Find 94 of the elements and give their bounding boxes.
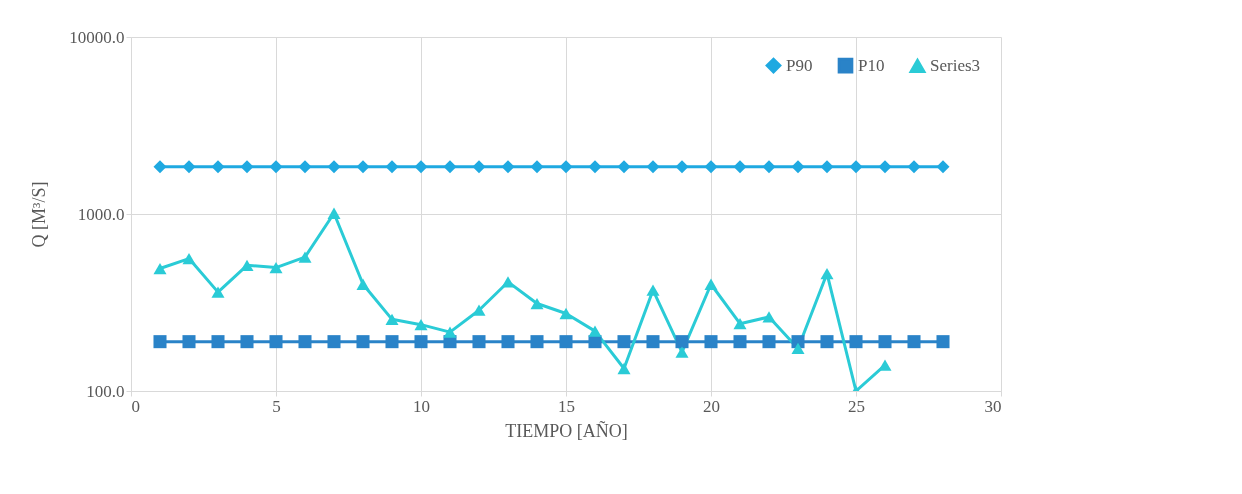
- point: [153, 262, 167, 275]
- point: [617, 335, 631, 349]
- point: [791, 335, 805, 349]
- point: [385, 160, 399, 174]
- point: [298, 251, 312, 263]
- point: [878, 335, 892, 349]
- point: [443, 160, 457, 174]
- point: [298, 160, 312, 174]
- point: [820, 335, 834, 349]
- point: [820, 160, 834, 174]
- point: [182, 252, 196, 265]
- point: [762, 160, 776, 174]
- point: [211, 160, 225, 174]
- point: [646, 160, 660, 174]
- point: [791, 342, 805, 355]
- point: [530, 160, 544, 174]
- x-tick-label: 20: [703, 396, 720, 416]
- point: [588, 325, 602, 337]
- point: [675, 160, 689, 174]
- point: [907, 335, 921, 349]
- point: [240, 335, 254, 349]
- legend-label: Series3: [930, 56, 981, 76]
- point: [733, 160, 747, 174]
- point: [646, 335, 660, 349]
- point: [414, 335, 428, 349]
- point: [269, 160, 283, 174]
- point: [559, 160, 573, 174]
- point: [211, 335, 225, 349]
- point: [269, 335, 283, 349]
- point: [762, 335, 776, 349]
- point: [153, 335, 167, 349]
- x-tick-label: 25: [848, 396, 865, 416]
- point: [675, 346, 689, 358]
- point: [211, 286, 225, 298]
- point: [878, 160, 892, 174]
- point: [182, 335, 196, 349]
- point: [182, 160, 196, 174]
- point: [240, 160, 254, 174]
- point: [617, 160, 631, 174]
- point: [269, 261, 283, 274]
- point: [472, 160, 486, 174]
- point: [385, 335, 399, 349]
- point: [501, 160, 515, 174]
- point: [733, 335, 747, 349]
- point: [791, 160, 805, 174]
- point: [327, 160, 341, 174]
- point: [327, 207, 341, 219]
- point: [298, 335, 312, 349]
- point: [472, 335, 486, 349]
- point: [240, 259, 254, 271]
- point: [385, 313, 399, 325]
- y-axis-title: Q [M³/S]: [29, 181, 50, 248]
- x-axis-title: TIEMPO [AÑO]: [505, 419, 628, 441]
- y-tick-label: 10000.0: [69, 27, 125, 47]
- point: [443, 326, 457, 338]
- point: [530, 297, 544, 310]
- point: [617, 362, 631, 375]
- point: [414, 319, 428, 331]
- point: [356, 278, 370, 290]
- point: [820, 267, 834, 280]
- point: [501, 335, 515, 349]
- point: [559, 307, 573, 320]
- point: [588, 160, 602, 174]
- point: [414, 160, 428, 174]
- point: [530, 335, 544, 349]
- point: [878, 359, 892, 371]
- point: [559, 335, 573, 349]
- x-tick-label: 0: [131, 396, 140, 416]
- point: [762, 311, 776, 323]
- y-tick-label: 1000.0: [77, 204, 125, 224]
- point: [501, 276, 515, 288]
- point: [356, 335, 370, 349]
- point: [733, 318, 747, 330]
- point: [936, 335, 950, 349]
- point: [356, 160, 370, 174]
- legend-label: P90: [786, 55, 813, 75]
- point: [675, 335, 689, 349]
- legend-label: P10: [858, 55, 885, 75]
- point: [472, 304, 486, 316]
- y-tick-label: 100.0: [86, 381, 125, 401]
- x-tick-label: 5: [272, 396, 281, 416]
- point: [907, 160, 921, 174]
- point: [936, 160, 950, 174]
- point: [704, 278, 718, 290]
- point: [153, 160, 167, 174]
- point: [849, 335, 863, 349]
- point: [704, 335, 718, 349]
- point: [327, 335, 341, 349]
- x-tick-label: 30: [984, 396, 1002, 416]
- point: [704, 160, 718, 174]
- x-tick-label: 10: [413, 396, 430, 416]
- x-tick-label: 15: [558, 396, 575, 416]
- point: [646, 284, 660, 296]
- point: [849, 160, 863, 174]
